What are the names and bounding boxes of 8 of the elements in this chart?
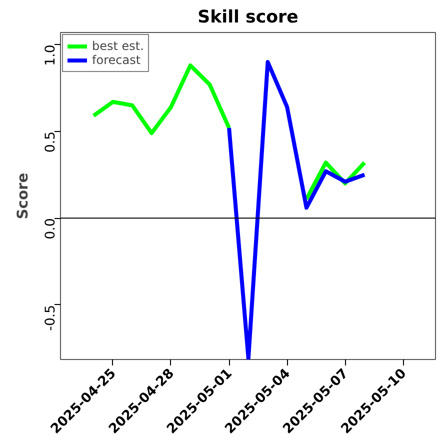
legend-label: forecast [92,53,141,67]
y-tick-label: -0.5 [44,304,58,331]
y-axis-title: Score [14,172,32,220]
y-tick-label: 1.0 [44,44,58,66]
y-tick-label: 0.0 [44,218,58,240]
legend-label: best est. [92,39,144,53]
y-tick-label: 0.5 [44,131,58,153]
chart-title: Skill score [198,8,298,28]
